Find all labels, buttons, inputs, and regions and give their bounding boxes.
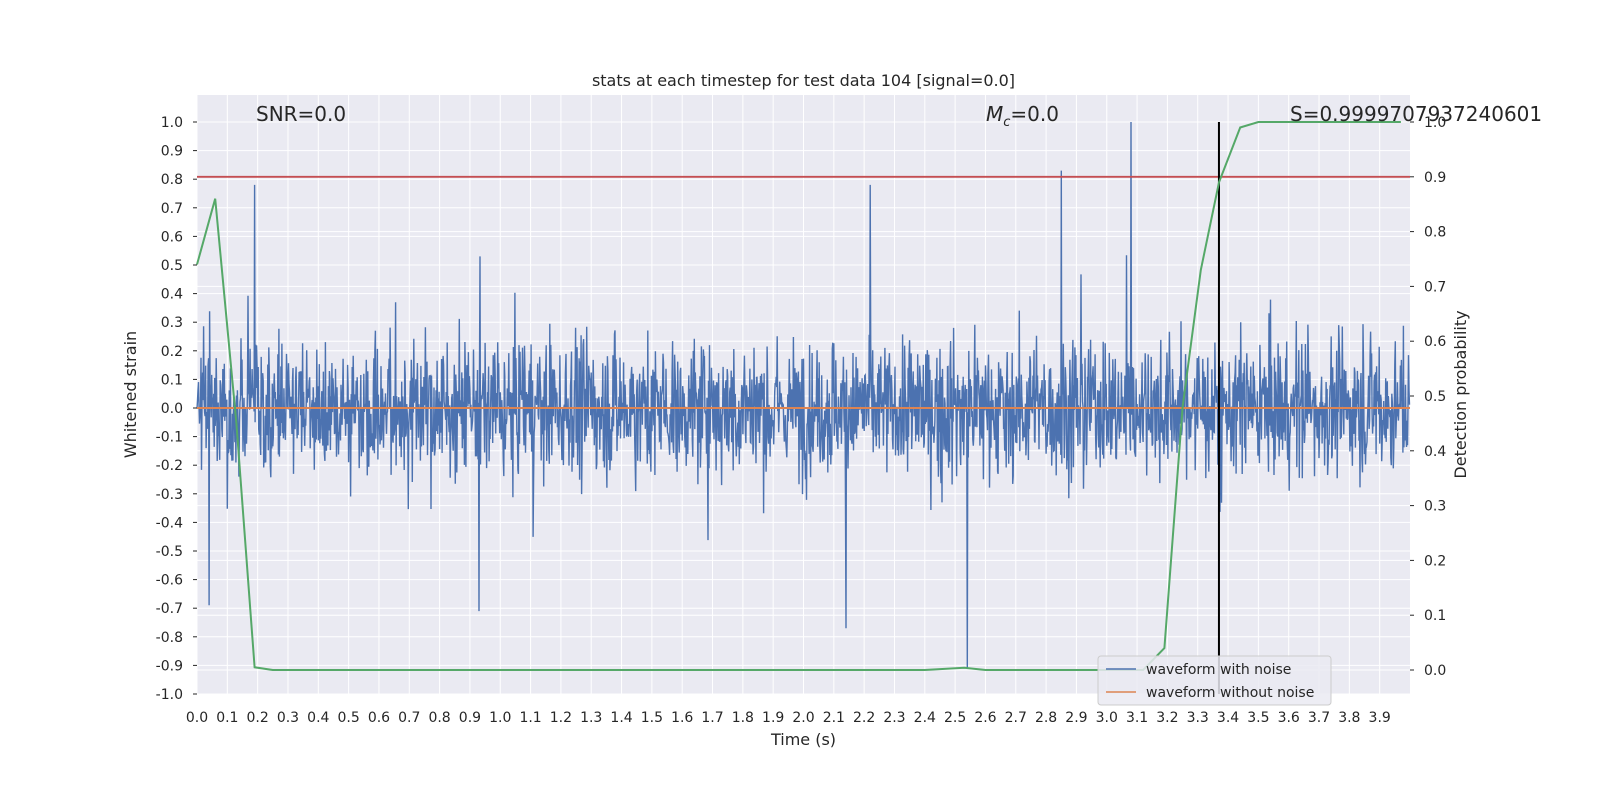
x-tick-label: 1.2 — [550, 710, 572, 726]
x-tick-label: 2.5 — [944, 710, 966, 726]
x-tick-label: 0.3 — [277, 710, 299, 726]
y-tick-label: -0.3 — [156, 487, 183, 503]
x-tick-label: 1.1 — [519, 710, 541, 726]
x-tick-label: 3.7 — [1308, 710, 1330, 726]
x-tick-label: 0.9 — [459, 710, 481, 726]
legend: waveform with noise waveform without noi… — [1097, 655, 1332, 706]
x-tick-label: 1.5 — [641, 710, 663, 726]
x-tick-label: 0.2 — [247, 710, 269, 726]
y-tick-label: 0.9 — [161, 144, 183, 160]
x-tick-label: 2.4 — [914, 710, 936, 726]
x-tick-label: 3.0 — [1096, 710, 1118, 726]
mc-annotation: Mc=0.0 — [986, 102, 1059, 130]
y2-tick-label: 0.6 — [1424, 334, 1446, 350]
y-tick-label: -0.2 — [156, 458, 183, 474]
y2-axis-label: Detection probability — [1451, 310, 1470, 478]
y-tick-label: 0.8 — [161, 172, 183, 188]
y-tick-label: 0.2 — [161, 344, 183, 360]
y-tick-label: 0.4 — [161, 287, 183, 303]
y-tick-label: 0.6 — [161, 229, 183, 245]
x-tick-label: 0.0 — [186, 710, 208, 726]
y2-tick-label: 0.8 — [1424, 225, 1446, 241]
x-tick-label: 0.8 — [428, 710, 450, 726]
y2-tick-label: 0.4 — [1424, 444, 1446, 460]
ticks-layer: 0.0 0.1 0.2 0.3 0.4 0.5 0.6 0.7 0.8 0.9 1.0 1.1 1.2 1… — [156, 115, 1447, 726]
mc-value: =0.0 — [1010, 102, 1059, 126]
y-tick-label: 0.1 — [161, 372, 183, 388]
x-tick-label: 2.8 — [1035, 710, 1057, 726]
x-tick-label: 3.2 — [1156, 710, 1178, 726]
legend-label-noise: waveform with noise — [1146, 662, 1291, 678]
x-tick-label: 0.5 — [337, 710, 359, 726]
x-tick-label: 2.9 — [1065, 710, 1087, 726]
y-tick-label: -0.9 — [156, 658, 183, 674]
y2-tick-label: 0.7 — [1424, 279, 1446, 295]
y2-tick-label: 0.3 — [1424, 499, 1446, 515]
x-tick-label: 2.6 — [974, 710, 996, 726]
legend-box — [1097, 655, 1332, 706]
x-tick-label: 1.8 — [732, 710, 754, 726]
mc-symbol: M — [986, 102, 1003, 126]
y-tick-label: -0.6 — [156, 573, 183, 589]
x-tick-label: 3.4 — [1217, 710, 1239, 726]
x-tick-label: 3.3 — [1187, 710, 1209, 726]
chart-title: stats at each timestep for test data 104… — [592, 71, 1015, 90]
y-tick-label: 0.7 — [161, 201, 183, 217]
x-tick-label: 1.7 — [701, 710, 723, 726]
x-tick-label: 2.3 — [883, 710, 905, 726]
legend-label-clean: waveform without noise — [1146, 685, 1314, 701]
y-tick-label: 0.3 — [161, 315, 183, 331]
x-tick-label: 3.8 — [1338, 710, 1360, 726]
x-tick-label: 3.5 — [1247, 710, 1269, 726]
x-tick-label: 1.4 — [610, 710, 632, 726]
y2-tick-label: 0.5 — [1424, 389, 1446, 405]
mc-subscript: c — [1003, 115, 1010, 130]
x-tick-label: 2.0 — [792, 710, 814, 726]
y-tick-label: 1.0 — [161, 115, 183, 131]
y2-tick-label: 1.0 — [1424, 115, 1446, 131]
x-axis-label: Time (s) — [770, 730, 836, 749]
x-tick-label: 2.2 — [853, 710, 875, 726]
y2-tick-label: 0.9 — [1424, 170, 1446, 186]
y-tick-label: -0.1 — [156, 430, 183, 446]
y-tick-label: 0.5 — [161, 258, 183, 274]
y2-tick-label: 0.1 — [1424, 608, 1446, 624]
x-tick-label: 0.4 — [307, 710, 329, 726]
snr-annotation: SNR=0.0 — [256, 102, 346, 126]
y-axis-label: Whitened strain — [121, 331, 140, 458]
y2-tick-label: 0.0 — [1424, 663, 1446, 679]
x-tick-label: 3.1 — [1126, 710, 1148, 726]
y-tick-label: -0.4 — [156, 515, 183, 531]
x-tick-label: 1.0 — [489, 710, 511, 726]
y2-tick-label: 0.2 — [1424, 553, 1446, 569]
x-tick-label: 1.9 — [762, 710, 784, 726]
x-tick-label: 2.7 — [1005, 710, 1027, 726]
x-tick-label: 3.6 — [1278, 710, 1300, 726]
y-tick-label: -0.8 — [156, 630, 183, 646]
s-annotation: S=0.9999707937240601 — [1290, 102, 1542, 126]
x-tick-label: 1.3 — [580, 710, 602, 726]
y-tick-label: -1.0 — [156, 687, 183, 703]
x-tick-label: 3.9 — [1369, 710, 1391, 726]
x-tick-label: 2.1 — [823, 710, 845, 726]
y-tick-label: -0.7 — [156, 601, 183, 617]
y-tick-label: -0.5 — [156, 544, 183, 560]
x-tick-label: 1.6 — [671, 710, 693, 726]
x-tick-label: 0.1 — [216, 710, 238, 726]
y-tick-label: 0.0 — [161, 401, 183, 417]
x-tick-label: 0.7 — [398, 710, 420, 726]
x-tick-label: 0.6 — [368, 710, 390, 726]
